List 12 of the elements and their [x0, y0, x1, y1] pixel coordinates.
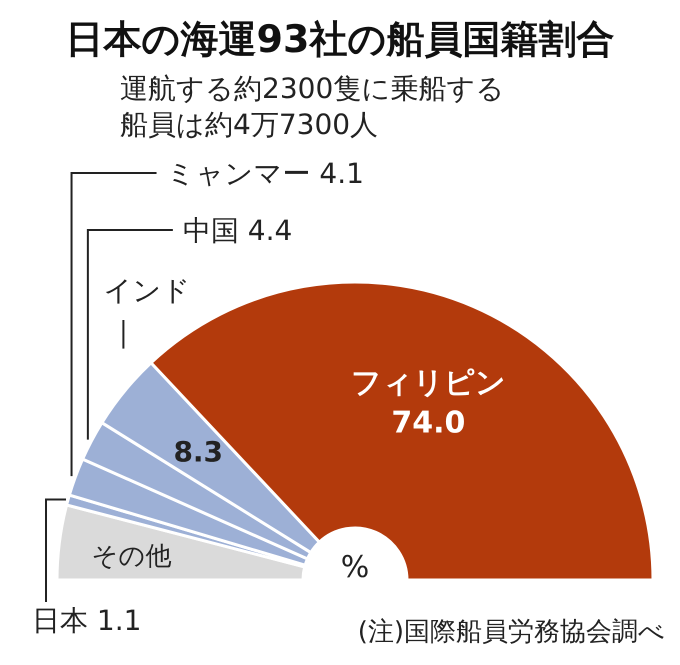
data-label: 8.3 [173, 436, 224, 469]
slice-label: ミャンマー 4.1 [166, 157, 364, 190]
slice-label: 日本 1.1 [32, 604, 142, 637]
chart-title: 日本の海運93社の船員国籍割合 [66, 17, 614, 61]
chart-subtitle: 運航する約2300隻に乗船する船員は約4万7300人 [120, 72, 504, 141]
slice-label: 中国 4.4 [182, 214, 292, 247]
data-label: 74.0 [391, 405, 466, 440]
slice-label: インド [103, 274, 190, 307]
text: % [340, 550, 370, 585]
text: (注)国際船員労務協会調べ [358, 617, 665, 647]
slice-label: その他 [92, 542, 172, 572]
slice-label: フィリピン [350, 365, 506, 400]
